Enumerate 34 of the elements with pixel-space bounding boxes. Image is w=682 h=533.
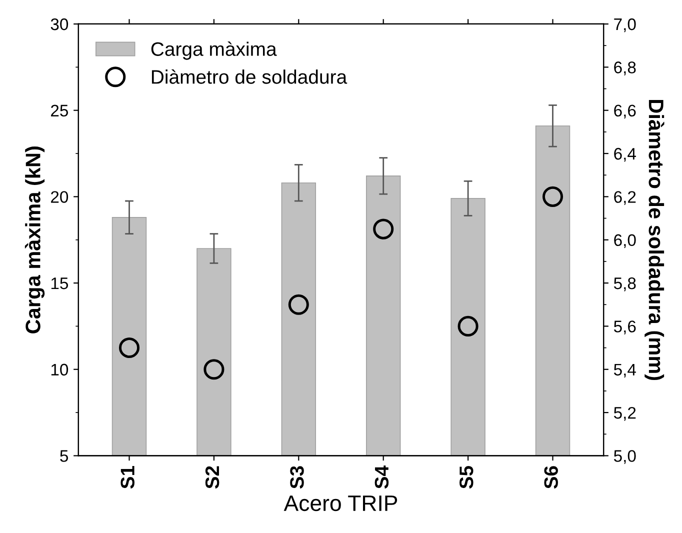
point xyxy=(542,186,564,207)
y2-tick-label: 5,2 xyxy=(614,406,636,421)
legend-label: Diàmetro de soldadura xyxy=(152,69,348,84)
x-axis-title: Acero TRIP xyxy=(284,496,398,512)
x-tick-label: S1 xyxy=(120,466,134,489)
point xyxy=(288,294,309,315)
point xyxy=(204,359,224,380)
y2-tick-label: 6,8 xyxy=(614,62,636,76)
y2-axis-title: Diàmetro de soldadura (mm) xyxy=(644,100,664,380)
y-tick-label: 25 xyxy=(51,104,68,117)
x-tick-label: S6 xyxy=(544,466,558,489)
y2-tick-label: 5,8 xyxy=(614,277,636,292)
y-tick-label: 5 xyxy=(60,450,68,462)
x-tick-label: S4 xyxy=(374,466,389,489)
point xyxy=(458,316,478,336)
legend-label: Carga màxima xyxy=(151,41,277,60)
y2-tick-label: 5,4 xyxy=(614,364,636,378)
y-axis-title: Carga màxima (kN) xyxy=(24,146,45,334)
y2-tick-label: 5,0 xyxy=(614,450,636,464)
point xyxy=(118,338,140,358)
y-tick-label: 10 xyxy=(51,364,68,376)
y2-tick-label: 5,6 xyxy=(614,320,636,334)
y2-tick-label: 6,4 xyxy=(614,148,636,162)
y-tick-label: 20 xyxy=(51,191,68,203)
x-tick-label: S5 xyxy=(460,466,474,489)
y-tick-label: 15 xyxy=(51,278,68,290)
x-tick-label: S2 xyxy=(205,466,220,489)
point xyxy=(373,218,394,240)
y2-tick-label: 6,6 xyxy=(614,104,636,119)
y2-tick-label: 7,0 xyxy=(614,18,636,32)
y-tick-label: 30 xyxy=(50,18,68,30)
x-tick-label: S3 xyxy=(290,466,304,489)
y2-tick-label: 6,0 xyxy=(614,234,636,248)
y2-tick-label: 6,2 xyxy=(614,191,636,205)
